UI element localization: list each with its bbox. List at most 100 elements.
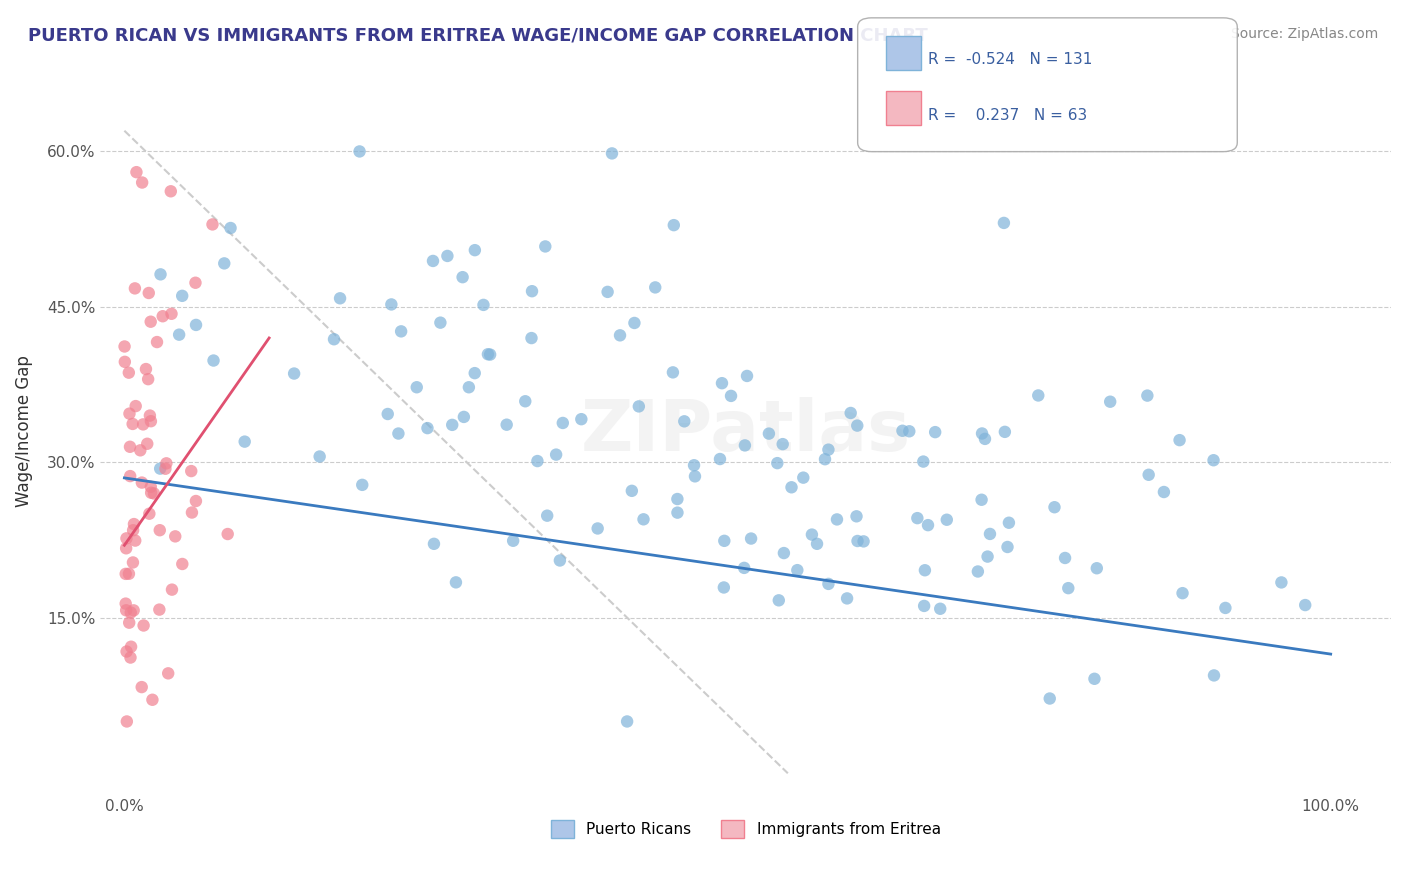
Immigrants from Eritrea	[159, 184, 181, 198]
Immigrants from Eritrea	[184, 494, 207, 508]
Puerto Ricans	[998, 516, 1021, 530]
Puerto Ricans	[1083, 672, 1105, 686]
Puerto Ricans	[472, 298, 495, 312]
Puerto Ricans	[929, 601, 952, 615]
Immigrants from Eritrea	[155, 456, 177, 470]
Puerto Ricans	[214, 256, 236, 270]
Immigrants from Eritrea	[120, 469, 142, 483]
Puerto Ricans	[1270, 575, 1292, 590]
Puerto Ricans	[845, 509, 868, 524]
Puerto Ricans	[233, 434, 256, 449]
Immigrants from Eritrea	[142, 486, 165, 500]
Puerto Ricans	[935, 513, 957, 527]
Immigrants from Eritrea	[139, 409, 162, 423]
Puerto Ricans	[733, 561, 755, 575]
Puerto Ricans	[766, 456, 789, 470]
Immigrants from Eritrea	[181, 506, 204, 520]
Immigrants from Eritrea	[201, 218, 224, 232]
Immigrants from Eritrea	[122, 603, 145, 617]
Puerto Ricans	[713, 533, 735, 548]
Puerto Ricans	[548, 553, 571, 567]
Puerto Ricans	[924, 425, 946, 439]
Puerto Ricans	[451, 270, 474, 285]
Puerto Ricans	[389, 324, 412, 338]
Immigrants from Eritrea	[149, 523, 172, 537]
Puerto Ricans	[713, 581, 735, 595]
Puerto Ricans	[768, 593, 790, 607]
Puerto Ricans	[710, 376, 733, 391]
Puerto Ricans	[993, 216, 1015, 230]
Puerto Ricans	[792, 470, 814, 484]
Puerto Ricans	[917, 518, 939, 533]
Puerto Ricans	[422, 254, 444, 268]
Puerto Ricans	[441, 417, 464, 432]
Immigrants from Eritrea	[120, 606, 142, 620]
Puerto Ricans	[994, 425, 1017, 439]
Immigrants from Eritrea	[118, 615, 141, 630]
Puerto Ricans	[662, 218, 685, 232]
Puerto Ricans	[1294, 598, 1316, 612]
Puerto Ricans	[1057, 581, 1080, 595]
Immigrants from Eritrea	[160, 307, 183, 321]
Puerto Ricans	[683, 469, 706, 483]
Puerto Ricans	[773, 546, 796, 560]
Immigrants from Eritrea	[136, 437, 159, 451]
Puerto Ricans	[662, 365, 685, 379]
Puerto Ricans	[416, 421, 439, 435]
Puerto Ricans	[616, 714, 638, 729]
Immigrants from Eritrea	[172, 557, 194, 571]
Puerto Ricans	[817, 442, 839, 457]
Puerto Ricans	[627, 400, 650, 414]
Puerto Ricans	[734, 438, 756, 452]
Puerto Ricans	[852, 534, 875, 549]
Puerto Ricans	[846, 418, 869, 433]
Immigrants from Eritrea	[155, 461, 177, 475]
Puerto Ricans	[495, 417, 517, 432]
Immigrants from Eritrea	[139, 480, 162, 494]
Puerto Ricans	[596, 285, 619, 299]
Immigrants from Eritrea	[114, 355, 136, 369]
Immigrants from Eritrea	[114, 566, 136, 581]
Puerto Ricans	[323, 332, 346, 346]
Immigrants from Eritrea	[146, 334, 169, 349]
Puerto Ricans	[453, 409, 475, 424]
Immigrants from Eritrea	[139, 315, 162, 329]
Puerto Ricans	[405, 380, 427, 394]
Immigrants from Eritrea	[138, 285, 160, 300]
Puerto Ricans	[149, 461, 172, 475]
Immigrants from Eritrea	[118, 566, 141, 581]
Puerto Ricans	[997, 540, 1019, 554]
Puerto Ricans	[891, 424, 914, 438]
Puerto Ricans	[1026, 388, 1049, 402]
Puerto Ricans	[620, 483, 643, 498]
Puerto Ricans	[526, 454, 548, 468]
Immigrants from Eritrea	[115, 644, 138, 658]
Puerto Ricans	[377, 407, 399, 421]
Immigrants from Eritrea	[141, 485, 163, 500]
Puerto Ricans	[308, 450, 330, 464]
Puerto Ricans	[1202, 668, 1225, 682]
Puerto Ricans	[666, 506, 689, 520]
Puerto Ricans	[633, 512, 655, 526]
Puerto Ricans	[970, 426, 993, 441]
Immigrants from Eritrea	[114, 597, 136, 611]
Text: R =  -0.524   N = 131: R = -0.524 N = 131	[928, 53, 1092, 67]
Puerto Ricans	[800, 527, 823, 541]
Puerto Ricans	[479, 347, 502, 361]
Immigrants from Eritrea	[217, 527, 239, 541]
Puerto Ricans	[520, 284, 543, 298]
Puerto Ricans	[1168, 433, 1191, 447]
Puerto Ricans	[735, 368, 758, 383]
Immigrants from Eritrea	[131, 680, 153, 694]
Immigrants from Eritrea	[139, 414, 162, 428]
Puerto Ricans	[283, 367, 305, 381]
Immigrants from Eritrea	[122, 556, 145, 570]
Immigrants from Eritrea	[118, 440, 141, 454]
Puerto Ricans	[1215, 601, 1237, 615]
Puerto Ricans	[673, 414, 696, 428]
Immigrants from Eritrea	[120, 640, 142, 654]
Immigrants from Eritrea	[120, 650, 142, 665]
Immigrants from Eritrea	[152, 310, 174, 324]
Puerto Ricans	[586, 521, 609, 535]
Puerto Ricans	[979, 527, 1001, 541]
